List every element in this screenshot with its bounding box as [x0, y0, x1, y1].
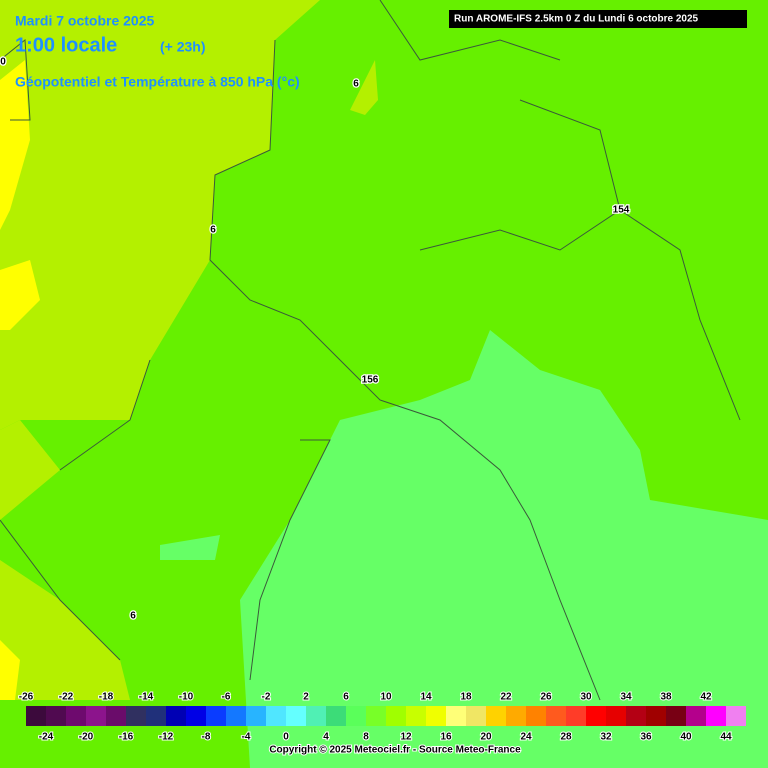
hot-region [0, 60, 30, 230]
colorbar-label: -16 [119, 732, 134, 743]
warm-region [350, 60, 378, 115]
colorbar-label: 34 [620, 692, 632, 703]
field-name: Géopotentiel et Température à 850 hPa (°… [15, 74, 300, 90]
colorbar-swatch [106, 706, 126, 726]
colorbar-label: -10 [179, 692, 194, 703]
colorbar-label: -24 [39, 732, 54, 743]
colorbar-label: 44 [720, 732, 732, 743]
colorbar: -26-24-22-20-18-16-14-12-10-8-6-4-202468… [18, 691, 746, 744]
lead-time: (+ 23h) [160, 39, 206, 55]
colorbar-swatch [366, 706, 386, 726]
colorbar-swatch [246, 706, 266, 726]
colorbar-label: 18 [460, 692, 472, 703]
colorbar-swatch [706, 706, 726, 726]
colorbar-swatch [586, 706, 606, 726]
colorbar-swatch [26, 706, 46, 726]
colorbar-label: 28 [560, 732, 572, 743]
cool-region [160, 535, 220, 560]
colorbar-swatch [166, 706, 186, 726]
colorbar-swatch [146, 706, 166, 726]
boundary [0, 0, 741, 701]
colorbar-swatch [406, 706, 426, 726]
colorbar-swatch [46, 706, 66, 726]
colorbar-label: 40 [680, 732, 692, 743]
colorbar-swatch [686, 706, 706, 726]
colorbar-swatch [206, 706, 226, 726]
colorbar-swatch [606, 706, 626, 726]
warm-region [0, 0, 320, 430]
colorbar-swatch [726, 706, 746, 726]
colorbar-swatch [86, 706, 106, 726]
colorbar-label: 22 [500, 692, 512, 703]
colorbar-label: 2 [303, 692, 309, 703]
colorbar-swatch [486, 706, 506, 726]
colorbar-swatch [266, 706, 286, 726]
date: Mardi 7 octobre 2025 [15, 13, 154, 29]
colorbar-swatch [286, 706, 306, 726]
colorbar-swatch [666, 706, 686, 726]
colorbar-swatch [446, 706, 466, 726]
colorbar-label: 12 [400, 732, 412, 743]
colorbar-swatch [526, 706, 546, 726]
colorbar-swatch [646, 706, 666, 726]
copyright: Copyright © 2025 Meteociel.fr - Source M… [269, 745, 521, 756]
colorbar-label: 32 [600, 732, 612, 743]
colorbar-label: 24 [520, 732, 532, 743]
colorbar-label: 20 [480, 732, 492, 743]
colorbar-label: 36 [640, 732, 652, 743]
colorbar-swatch [346, 706, 366, 726]
colorbar-swatch [66, 706, 86, 726]
colorbar-label: 26 [540, 692, 552, 703]
colorbar-swatch [466, 706, 486, 726]
colorbar-swatch [226, 706, 246, 726]
colorbar-label: -6 [222, 692, 231, 703]
cool-region [240, 330, 768, 768]
colorbar-swatch [326, 706, 346, 726]
contour-label: 6 [210, 225, 216, 236]
colorbar-label: 4 [323, 732, 329, 743]
warm-region [0, 420, 60, 520]
colorbar-label: -22 [59, 692, 74, 703]
colorbar-swatch [566, 706, 586, 726]
time: 1:00 locale [15, 34, 117, 56]
colorbar-label: 38 [660, 692, 672, 703]
colorbar-label: 16 [440, 732, 452, 743]
colorbar-label: 42 [700, 692, 712, 703]
colorbar-swatch [546, 706, 566, 726]
colorbar-label: 30 [580, 692, 592, 703]
colorbar-label: -20 [79, 732, 94, 743]
colorbar-label: -26 [19, 692, 34, 703]
colorbar-swatch [306, 706, 326, 726]
hot-region [0, 640, 20, 700]
colorbar-label: 14 [420, 692, 432, 703]
run-info: Run AROME-IFS 2.5km 0 Z du Lundi 6 octob… [454, 14, 699, 25]
run-box [449, 10, 747, 28]
contour-label: 0 [0, 57, 6, 68]
contour-label: 6 [130, 611, 136, 622]
contour-label: 154 [613, 205, 630, 216]
colorbar-label: -2 [262, 692, 271, 703]
contour-label: 6 [353, 79, 359, 90]
colorbar-label: -12 [159, 732, 174, 743]
hot-region [0, 260, 40, 330]
colorbar-swatch [386, 706, 406, 726]
colorbar-label: 10 [380, 692, 392, 703]
colorbar-label: -8 [202, 732, 211, 743]
colorbar-label: -18 [99, 692, 114, 703]
colorbar-label: -4 [242, 732, 251, 743]
colorbar-swatch [186, 706, 206, 726]
colorbar-swatch [126, 706, 146, 726]
colorbar-swatch [626, 706, 646, 726]
colorbar-swatch [426, 706, 446, 726]
colorbar-label: -14 [139, 692, 154, 703]
colorbar-swatch [506, 706, 526, 726]
colorbar-label: 8 [363, 732, 369, 743]
colorbar-label: 6 [343, 692, 349, 703]
colorbar-label: 0 [283, 732, 289, 743]
contour-label: 156 [362, 375, 379, 386]
warm-region [0, 560, 130, 700]
